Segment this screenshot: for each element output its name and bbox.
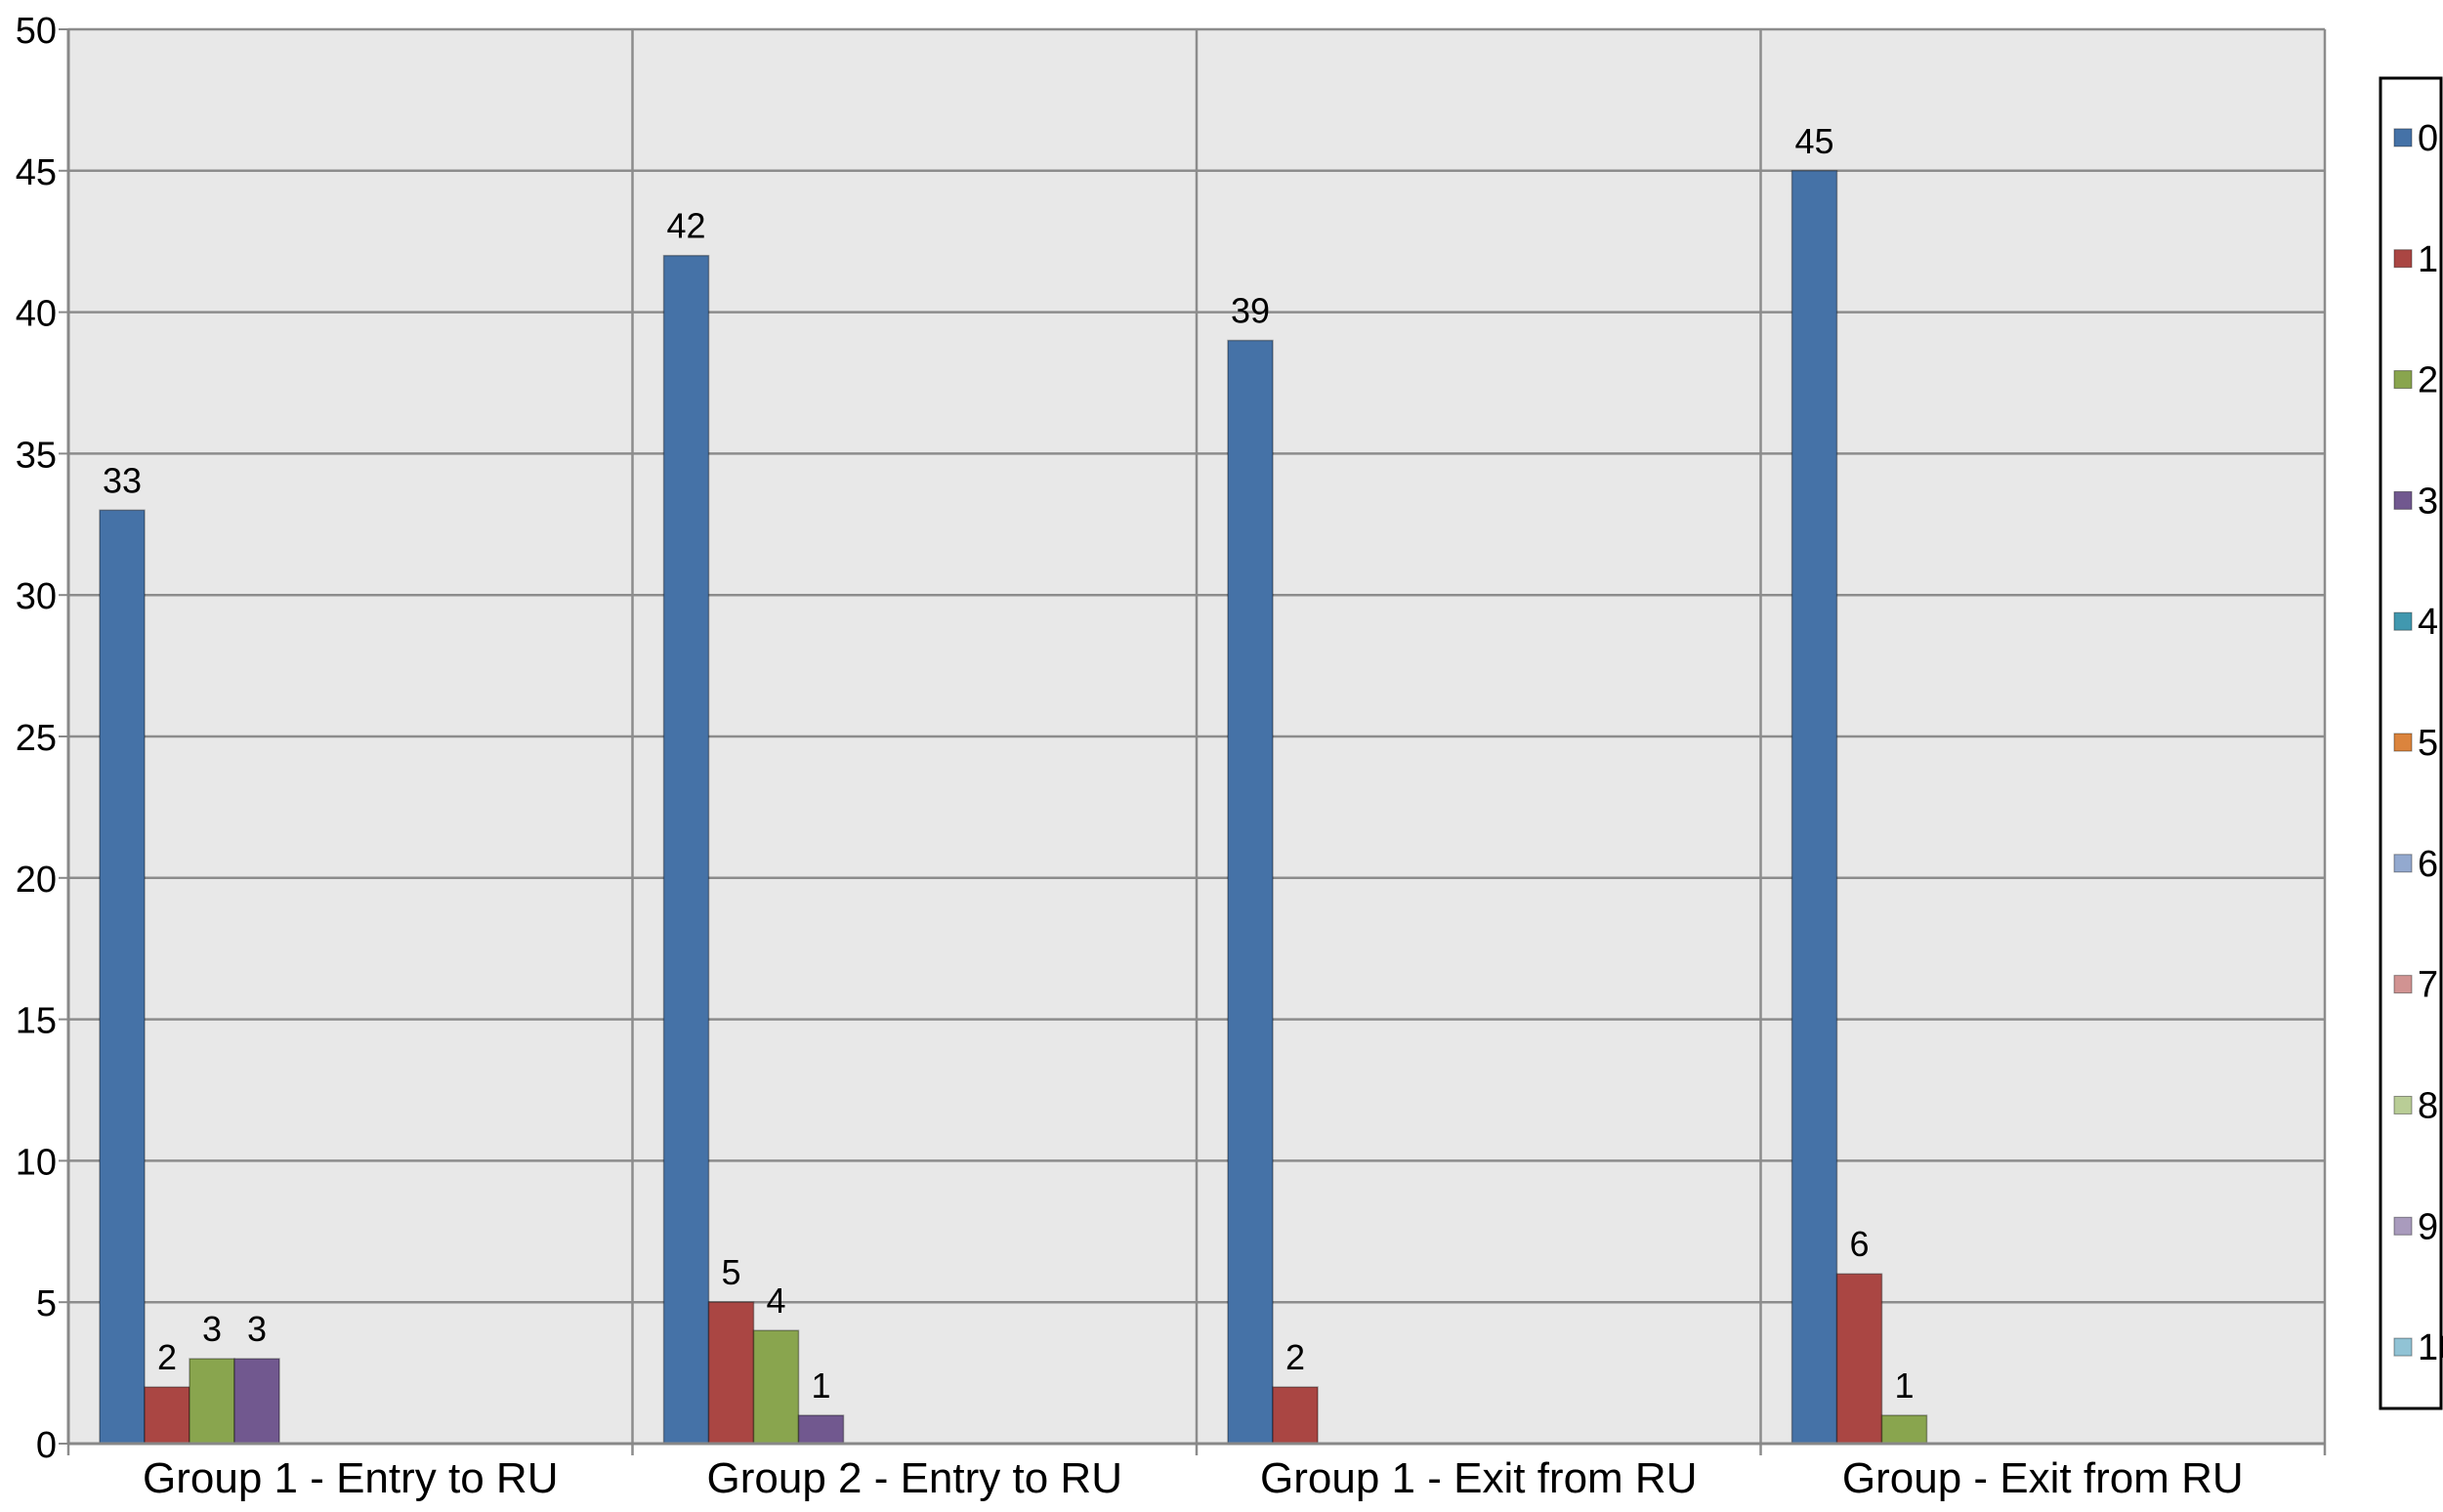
- y-tick-label: 10: [16, 1142, 57, 1183]
- data-label: 45: [1794, 121, 1833, 161]
- bar-series-1: [1835, 1273, 1883, 1445]
- bar-series-0: [99, 509, 146, 1445]
- legend-swatch: [2393, 490, 2413, 510]
- legend-swatch: [2393, 733, 2413, 752]
- bar-series-3: [797, 1414, 845, 1445]
- legend-label: 2: [2418, 360, 2438, 401]
- data-label: 1: [1894, 1365, 1914, 1406]
- data-label: 5: [721, 1252, 740, 1292]
- y-tick-label: 20: [16, 860, 57, 901]
- legend-label: 6: [2418, 844, 2438, 885]
- y-tick-label: 40: [16, 294, 57, 335]
- y-tick-label: 50: [16, 11, 57, 52]
- x-category-label: Group - Exit from RU: [1842, 1454, 2244, 1502]
- legend-swatch: [2393, 1216, 2413, 1236]
- y-tick-label: 5: [36, 1283, 57, 1324]
- y-tick-label: 30: [16, 576, 57, 617]
- legend-swatch: [2393, 975, 2413, 994]
- legend-label: 1: [2418, 239, 2438, 280]
- legend-swatch: [2393, 854, 2413, 873]
- data-label: 3: [202, 1309, 222, 1349]
- data-label: 3: [247, 1309, 267, 1349]
- y-tick-label: 25: [16, 718, 57, 759]
- legend-swatch: [2393, 128, 2413, 147]
- bar-series-1: [707, 1301, 755, 1445]
- y-tick-label: 15: [16, 1001, 57, 1042]
- bar-series-2: [189, 1358, 235, 1445]
- y-tick-label: 35: [16, 435, 57, 476]
- legend-label: 9: [2418, 1206, 2438, 1247]
- gridlines: [66, 27, 2327, 1455]
- data-label: 1: [811, 1365, 830, 1406]
- data-label: 39: [1231, 291, 1270, 331]
- bar-series-1: [1272, 1386, 1319, 1445]
- data-label: 33: [103, 460, 142, 500]
- legend-label: 5: [2418, 723, 2438, 764]
- data-label: 4: [766, 1281, 785, 1321]
- x-category-label: Group 1 - Exit from RU: [1260, 1454, 1697, 1502]
- bar-series-2: [1880, 1414, 1928, 1445]
- y-tick-label: 45: [16, 152, 57, 193]
- bar-series-0: [1227, 339, 1274, 1445]
- bar-series-0: [1790, 170, 1838, 1445]
- y-tick-label: 0: [36, 1425, 57, 1466]
- x-category-label: Group 1 - Entry to RU: [143, 1454, 558, 1502]
- legend-label: 0: [2418, 118, 2438, 159]
- legend-swatch: [2393, 249, 2413, 269]
- legend-swatch: [2393, 370, 2413, 390]
- legend-label: 8: [2418, 1085, 2438, 1126]
- bar-series-0: [662, 254, 710, 1445]
- data-label: 42: [666, 206, 705, 246]
- x-category-label: Group 2 - Entry to RU: [707, 1454, 1122, 1502]
- legend-label: 4: [2418, 602, 2438, 643]
- data-label: 2: [157, 1337, 177, 1377]
- data-labels: 33 42 39 45 2 5 2 6 3 4 1 3 1: [103, 121, 1915, 1406]
- legend-label: 3: [2418, 481, 2438, 522]
- bar-series-1: [144, 1386, 190, 1445]
- bar-series-2: [752, 1329, 800, 1445]
- bar-series-3: [233, 1358, 280, 1445]
- legend-swatch: [2393, 611, 2413, 631]
- legend: 0 1 2 3 4 5 6 7 8 9 10: [2379, 76, 2443, 1410]
- data-label: 6: [1849, 1224, 1869, 1264]
- legend-label: 10: [2418, 1327, 2443, 1368]
- legend-swatch: [2393, 1095, 2413, 1114]
- legend-swatch: [2393, 1337, 2413, 1357]
- legend-label: 7: [2418, 965, 2438, 1006]
- bars: [99, 170, 1928, 1445]
- data-label: 2: [1285, 1337, 1305, 1377]
